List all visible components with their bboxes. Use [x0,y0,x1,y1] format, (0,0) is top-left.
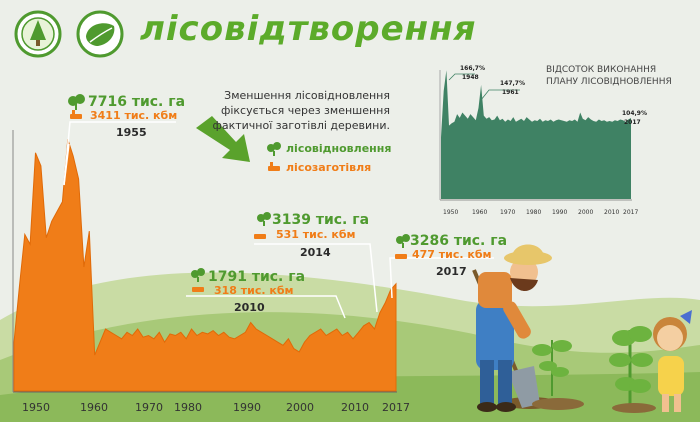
main-x-tick: 2010 [341,401,369,414]
callout-leaders [63,121,494,319]
map-leaf-logo-icon [76,10,124,58]
main-x-tick: 1980 [174,401,202,414]
legend-harvest-icon [268,162,280,171]
mini-x-tick: 2017 [623,209,639,216]
mini-chart-title: ВІДСОТОК ВИКОНАННЯ ПЛАНУ ЛІСОВІДНОВЛЕННЯ [546,65,672,87]
mini-annotation-value: 104,9% [622,110,647,117]
mini-x-tick: 2000 [578,209,594,216]
tree-icon-2010 [191,268,205,282]
legend-tree-icon [267,142,281,156]
callout-1955-reforest: 7716 тис. га [88,94,186,110]
mini-x-tick: 1990 [552,209,568,216]
trend-arrow-icon [196,116,250,162]
page-title: лісовідтворення [140,9,477,49]
legend-harvesting-label: лісозаготівля [286,161,372,174]
harvest-icon-2010 [192,287,204,292]
mini-x-tick: 1950 [443,209,459,216]
main-x-tick: 2017 [382,401,410,414]
callout-2017-harvest: 477 тис. кбм [412,248,492,261]
mini-x-tick: 2010 [604,209,620,216]
seedling-illustration [532,340,584,410]
main-x-tick: 1990 [233,401,261,414]
trend-note: Зменшення лісовідновлення фіксується чер… [212,89,390,132]
main-x-tick: 1960 [80,401,108,414]
harvest-icon [70,110,82,119]
harvest-icon-2017 [395,254,407,259]
callout-2014-harvest: 531 тис. кбм [276,228,356,241]
legend-reforestation-label: лісовідновлення [286,142,392,155]
harvest-icon-2014 [254,234,266,239]
mini-annotation-value: 147,7% [500,80,525,87]
mini-annotation-value: 166,7% [460,65,485,72]
mini-annotation-year: 2017 [624,119,641,126]
callout-2010-harvest: 318 тис. кбм [214,284,294,297]
forestry-emblem-icon [14,10,62,58]
callout-1955-year: 1955 [116,126,147,139]
tree-icon-2017 [396,234,410,248]
mini-annotation-year: 1948 [462,74,479,81]
mini-leaders [448,73,520,101]
callout-2017-reforest: 3286 тис. га [410,233,508,249]
tree-icon-2014 [257,212,271,226]
callout-2017-year: 2017 [436,265,467,278]
girl-illustration [653,310,692,412]
mini-annotation-year: 1961 [502,89,519,96]
mini-x-tick: 1980 [526,209,542,216]
plan-completion-area-series [441,70,631,199]
mini-x-tick: 1970 [500,209,516,216]
main-x-tick: 2000 [286,401,314,414]
callout-2010-reforest: 1791 тис. га [208,269,306,285]
callout-1955-harvest: 3411 тис. кбм [90,109,178,122]
mini-x-tick: 1960 [472,209,488,216]
main-x-tick: 1970 [135,401,163,414]
main-x-tick: 1950 [22,401,50,414]
reforestation-area-series [13,139,397,392]
young-tree-illustration [609,326,656,413]
callout-2010-year: 2010 [234,301,265,314]
tree-icon [68,94,85,110]
callout-2014-reforest: 3139 тис. га [272,212,370,228]
callout-2014-year: 2014 [300,246,331,259]
